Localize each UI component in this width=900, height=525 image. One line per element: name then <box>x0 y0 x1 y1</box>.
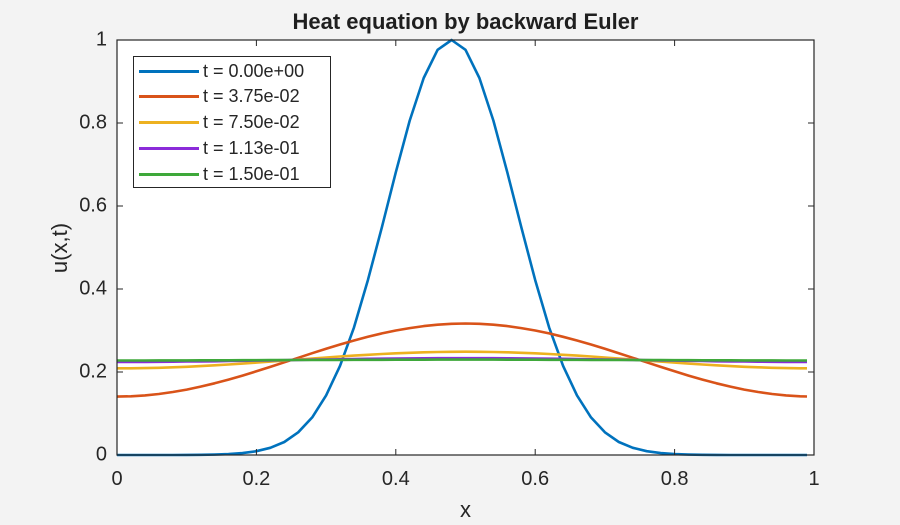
y-axis-label: u(x,t) <box>47 222 72 274</box>
x-tick-label: 0.4 <box>381 468 410 490</box>
series-line-2 <box>117 350 807 370</box>
legend-line-swatch <box>139 69 199 73</box>
legend-item[interactable]: t = 1.13e-01 <box>139 135 300 161</box>
legend-item[interactable]: t = 1.50e-01 <box>139 161 300 187</box>
series-line-4 <box>117 358 807 362</box>
chart-title: Heat equation by backward Euler <box>292 9 639 34</box>
legend-label: t = 1.13e-01 <box>203 137 300 158</box>
legend-label: t = 3.75e-02 <box>203 86 300 107</box>
y-tick-label: 0.2 <box>79 360 107 383</box>
legend-item[interactable]: t = 0.00e+00 <box>139 58 304 84</box>
x-tick-label: 0.8 <box>660 468 689 490</box>
legend-line-swatch <box>139 146 199 150</box>
x-tick-label: 1 <box>808 468 820 490</box>
legend-label: t = 7.50e-02 <box>203 112 300 133</box>
legend: t = 0.00e+00 t = 3.75e-02 t = 7.50e-02 t = … <box>133 56 331 188</box>
legend-item[interactable]: t = 7.50e-02 <box>139 110 300 136</box>
axes-box <box>116 39 815 456</box>
legend-item[interactable]: t = 3.75e-02 <box>139 84 300 110</box>
series-line-1 <box>116 322 808 398</box>
y-tick-label: 0.4 <box>79 277 107 300</box>
x-tick-label: 0.6 <box>521 468 550 490</box>
legend-label: t = 1.50e-01 <box>203 163 300 184</box>
x-tick-label: 0 <box>111 468 123 490</box>
y-tick-label: 1 <box>95 28 107 51</box>
legend-line-swatch <box>139 95 199 99</box>
legend-line-swatch <box>139 121 199 125</box>
y-tick-label: 0.8 <box>79 111 107 134</box>
x-axis-label: x <box>460 497 471 522</box>
y-tick-label: 0.6 <box>79 194 107 217</box>
legend-line-swatch <box>139 172 199 176</box>
legend-label: t = 0.00e+00 <box>203 60 305 81</box>
x-tick-label: 0.2 <box>242 468 271 490</box>
y-tick-label: 0 <box>95 443 107 466</box>
